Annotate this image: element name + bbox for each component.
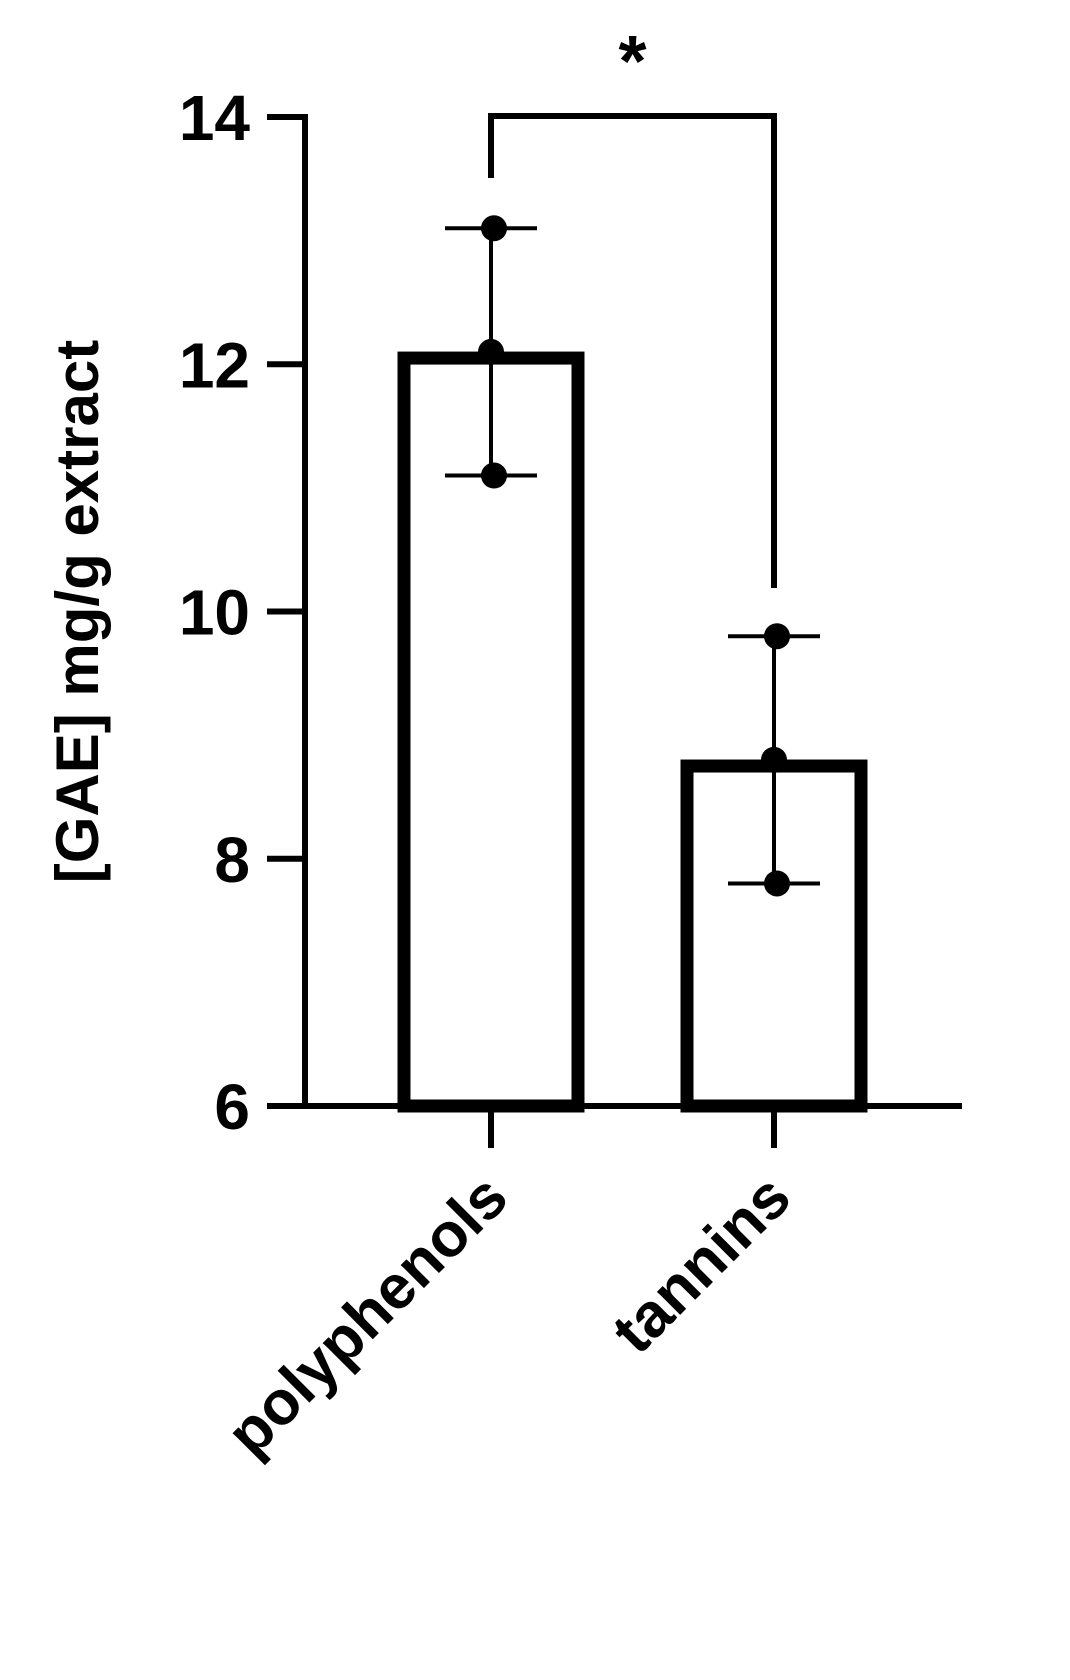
y-axis-title: [GAE] mg/g extract [44, 340, 111, 883]
x-tick-label-polyphenols: polyphenols [214, 1162, 521, 1469]
data-point-polyphenols-3 [481, 462, 507, 489]
significance-bracket [488, 113, 777, 588]
y-tick-label-8: 8 [214, 824, 250, 896]
y-tick-label-10: 10 [179, 577, 250, 649]
y-tick-label-6: 6 [214, 1071, 250, 1143]
bars-layer [397, 351, 868, 1113]
axes-layer [267, 114, 962, 1148]
x-tick-label-tannins: tannins [599, 1162, 804, 1367]
significance-layer: * [488, 22, 777, 588]
y-tick-label-14: 14 [179, 82, 251, 154]
points-layer [478, 215, 790, 897]
data-point-polyphenols-2 [478, 338, 504, 365]
significance-label: * [618, 22, 646, 102]
data-point-tannins-3 [764, 870, 790, 897]
data-point-tannins-2 [761, 746, 787, 773]
data-point-polyphenols-1 [481, 215, 507, 242]
data-point-tannins-1 [764, 623, 790, 650]
y-tick-label-12: 12 [179, 329, 250, 401]
